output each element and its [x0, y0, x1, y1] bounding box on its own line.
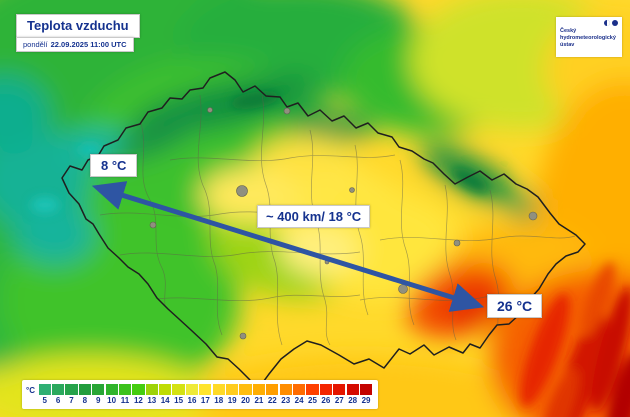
scale-step: 14: [159, 383, 172, 406]
scale-tick-label: 9: [96, 395, 101, 405]
scale-tick-label: 13: [147, 395, 157, 405]
scale-step: 23: [279, 383, 292, 406]
scale-color-cell: [252, 383, 266, 395]
scale-tick-label: 5: [42, 395, 47, 405]
scale-step: 7: [65, 383, 78, 406]
scale-tick-label: 18: [214, 395, 224, 405]
scale-tick-label: 17: [200, 395, 210, 405]
scale-tick-label: 12: [133, 395, 143, 405]
scale-step: 18: [212, 383, 225, 406]
scale-color-cell: [333, 383, 346, 395]
scale-color-cell: [346, 383, 359, 395]
scale-tick-label: 21: [254, 395, 264, 405]
scale-color-cell: [118, 383, 132, 395]
scale-tick-label: 7: [69, 395, 74, 405]
scale-color-cell: [293, 383, 306, 395]
scale-tick-label: 16: [187, 395, 197, 405]
scale-tick-label: 27: [334, 395, 344, 405]
scale-color-cell: [266, 383, 279, 395]
scale-color-cell: [359, 383, 373, 395]
scale-step: 13: [145, 383, 158, 406]
scale-unit-label: °C: [26, 386, 35, 395]
scale-step: 21: [252, 383, 266, 406]
scale-step: 12: [132, 383, 145, 406]
scale-step: 10: [105, 383, 118, 406]
scale-color-cell: [132, 383, 145, 395]
scale-step: 25: [306, 383, 319, 406]
scale-tick-label: 15: [174, 395, 184, 405]
chmi-logo: Český hydrometeorologický ústav: [556, 17, 622, 57]
scale-step: 5: [38, 383, 51, 406]
scale-color-cell: [185, 383, 199, 395]
datetime-label: 22.09.2025 11:00 UTC: [50, 40, 127, 49]
scale-tick-label: 24: [294, 395, 304, 405]
chmi-logo-icon: [604, 20, 618, 26]
scale-tick-label: 10: [107, 395, 117, 405]
scale-color-cell: [105, 383, 118, 395]
scale-step: 15: [172, 383, 185, 406]
scale-color-cell: [172, 383, 185, 395]
scale-color-cell: [279, 383, 292, 395]
scale-tick-label: 25: [308, 395, 317, 405]
datetime-box: pondělí 22.09.2025 11:00 UTC: [16, 37, 134, 52]
scale-step: 28: [346, 383, 359, 406]
weekday-label: pondělí: [23, 40, 48, 49]
scale-color-cell: [226, 383, 239, 395]
scale-tick-label: 26: [321, 395, 331, 405]
scale-step: 6: [51, 383, 65, 406]
scale-step: 19: [225, 383, 239, 406]
scale-color-cell: [78, 383, 91, 395]
scale-color-cell: [212, 383, 225, 395]
page-title: Teplota vzduchu: [16, 14, 140, 38]
scale-tick-label: 6: [55, 395, 61, 405]
scale-step: 22: [266, 383, 279, 406]
temperature-scale: °C 5 6 7 8 9 10 11 12 13 14 15 16 17 18 19 20 21 22 23 24 25…: [22, 380, 378, 409]
scale-step: 11: [118, 383, 132, 406]
scale-color-cell: [38, 383, 51, 395]
scale-tick-label: 28: [348, 395, 358, 405]
scale-step: 27: [333, 383, 346, 406]
scale-tick-label: 11: [120, 395, 130, 405]
country-border: [61, 71, 586, 390]
scale-step: 17: [199, 383, 212, 406]
temperature-gradient-arrow: [91, 181, 485, 312]
scale-color-cell: [65, 383, 78, 395]
scale-color-cell: [92, 383, 105, 395]
scale-tick-label: 22: [267, 395, 277, 405]
distance-temp-label: ~ 400 km/ 18 °C: [257, 205, 371, 228]
scale-step: 16: [185, 383, 199, 406]
scale-step: 29: [359, 383, 373, 406]
west-temp-label: 8 °C: [90, 154, 138, 177]
scale-color-cell: [51, 383, 65, 395]
scale-tick-label: 29: [361, 395, 371, 405]
scale-color-cell: [159, 383, 172, 395]
scale-step: 24: [292, 383, 306, 406]
east-temp-label: 26 °C: [487, 294, 543, 318]
scale-color-cell: [239, 383, 252, 395]
scale-color-cell: [199, 383, 212, 395]
chmi-logo-text: Český hydrometeorologický ústav: [560, 28, 616, 48]
scale-color-cell: [306, 383, 319, 395]
scale-step: 20: [239, 383, 252, 406]
scale-tick-label: 20: [241, 395, 250, 405]
temperature-scale-cells: 5 6 7 8 9 10 11 12 13 14 15 16 17 18 19 20 21 22 23 24 25 26 2…: [38, 383, 375, 406]
scale-step: 8: [78, 383, 91, 406]
scale-color-cell: [319, 383, 332, 395]
scale-tick-label: 8: [82, 395, 88, 405]
scale-tick-label: 19: [227, 395, 237, 405]
scale-tick-label: 23: [281, 395, 291, 405]
scale-color-cell: [145, 383, 158, 395]
scale-step: 26: [319, 383, 332, 406]
scale-tick-label: 14: [160, 395, 170, 405]
scale-step: 9: [92, 383, 105, 406]
